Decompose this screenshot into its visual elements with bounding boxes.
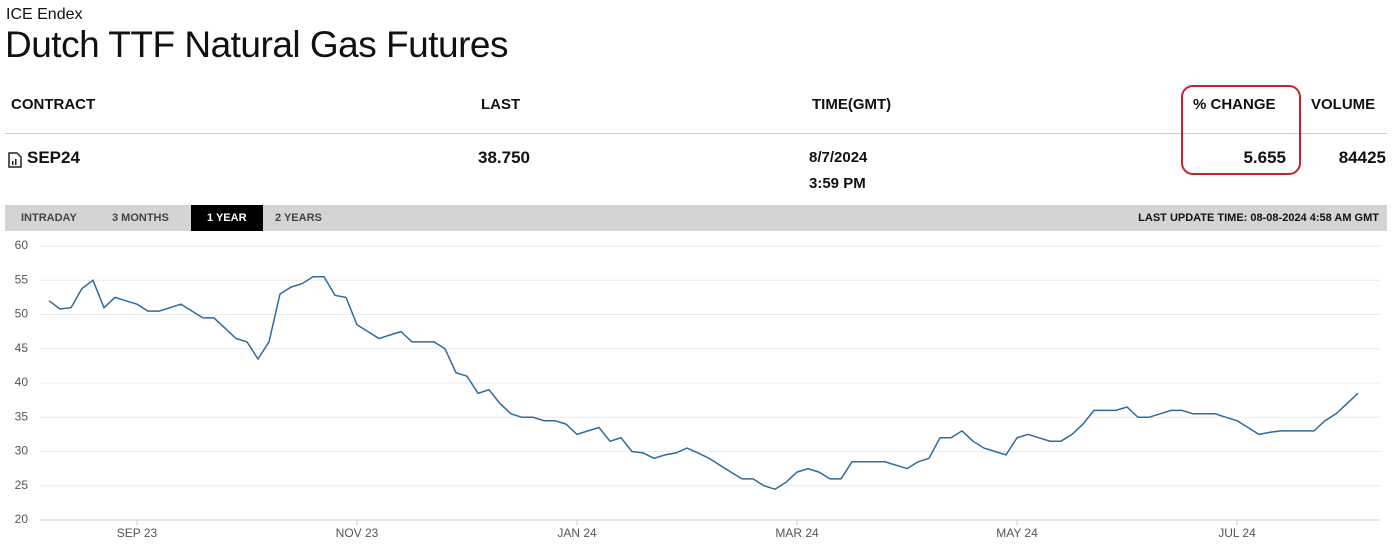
divider [5,133,1387,134]
time: 3:59 PM [809,175,866,192]
y-tick-label: 45 [15,341,29,355]
last-update: LAST UPDATE TIME: 08-08-2024 4:58 AM GMT [1138,212,1379,224]
y-tick-label: 60 [15,238,29,252]
pct-change: 5.655 [1243,148,1286,167]
col-header: TIME(GMT) [812,96,892,113]
tab[interactable]: 1 YEAR [191,205,263,231]
y-tick-label: 30 [15,444,29,458]
y-tick-label: 40 [15,375,29,389]
source: ICE Endex [6,6,83,23]
doc-icon[interactable] [8,152,22,168]
y-tick-label: 55 [15,272,29,286]
x-tick-label: JUL 24 [1218,526,1256,540]
x-tick-label: SEP 23 [117,526,158,540]
x-tick-label: NOV 23 [336,526,379,540]
price-line [48,276,1359,491]
tab[interactable]: INTRADAY [21,212,77,224]
date: 8/7/2024 [809,149,868,166]
tab[interactable]: 2 YEARS [275,212,322,224]
tab[interactable]: 3 MONTHS [112,212,169,224]
contract[interactable]: SEP24 [27,148,80,167]
title: Dutch TTF Natural Gas Futures [5,24,508,65]
y-tick-label: 35 [15,409,29,423]
x-tick-label: JAN 24 [557,526,597,540]
col-header: CONTRACT [11,96,96,113]
last: 38.750 [478,148,530,167]
col-header: LAST [481,96,521,113]
x-tick-label: MAY 24 [996,526,1038,540]
chart: 20 25 30 35 40 45 50 55 60 SEP 23 NOV 23 JAN 24 MAR … [15,238,1380,540]
volume: 84425 [1338,148,1386,167]
y-tick-label: 20 [15,512,29,526]
col-header: % CHANGE [1193,96,1276,113]
y-tick-label: 25 [15,478,29,492]
highlight [1181,85,1301,175]
x-tick-label: MAR 24 [775,526,819,540]
tab-bar: INTRADAY 3 MONTHS 1 YEAR 2 YEARS LAST UP… [5,205,1387,231]
col-header: VOLUME [1311,96,1376,113]
y-tick-label: 50 [15,307,29,321]
